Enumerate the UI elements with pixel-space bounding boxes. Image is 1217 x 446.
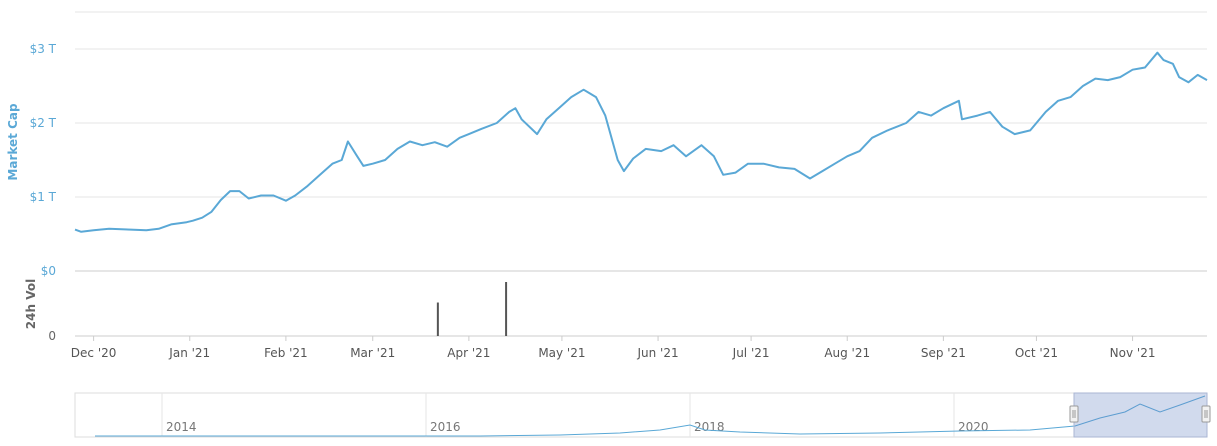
navigator-right-handle[interactable] xyxy=(1201,405,1211,423)
y-tick-label: $2 T xyxy=(30,116,57,130)
y-tick-label: $0 xyxy=(41,264,56,278)
navigator-series-line xyxy=(95,395,1206,437)
market-cap-gridlines xyxy=(75,11,1207,272)
volume-y-tick-label: 0 xyxy=(48,329,56,343)
market-cap-axis-label: Market Cap xyxy=(6,103,20,181)
navigator-year-label: 2014 xyxy=(166,420,197,434)
x-tick-label: Feb '21 xyxy=(264,346,308,360)
volume-bars[interactable] xyxy=(436,282,508,336)
navigator-left-handle[interactable] xyxy=(1069,405,1079,423)
market-cap-series[interactable] xyxy=(74,51,1208,233)
y-tick-label: $1 T xyxy=(30,190,57,204)
x-tick-label: Apr '21 xyxy=(447,346,490,360)
x-tick-label: Dec '20 xyxy=(71,346,117,360)
x-tick-label: Aug '21 xyxy=(824,346,870,360)
x-tick-label: Oct '21 xyxy=(1015,346,1058,360)
x-tick-label: Mar '21 xyxy=(350,346,395,360)
market-cap-y-axis: $0 $1 T $2 T $3 T xyxy=(30,42,57,278)
y-tick-label: $3 T xyxy=(30,42,57,56)
navigator-year-label: 2016 xyxy=(430,420,461,434)
x-tick-label: Nov '21 xyxy=(1110,346,1156,360)
x-tick-label: May '21 xyxy=(538,346,585,360)
navigator-selection xyxy=(1073,392,1208,438)
navigator-year-label: 2020 xyxy=(958,420,989,434)
x-tick-label: Jul '21 xyxy=(732,346,770,360)
range-navigator[interactable]: 2014 2016 2018 2020 xyxy=(74,392,1211,438)
volume-bar xyxy=(436,302,439,336)
navigator-year-label: 2018 xyxy=(694,420,725,434)
volume-bar xyxy=(505,282,508,336)
market-cap-line[interactable] xyxy=(74,51,1208,233)
navigator-frame xyxy=(74,392,1208,438)
x-tick-label: Jun '21 xyxy=(636,346,678,360)
x-axis: Dec '20 Jan '21 Feb '21 Mar '21 Apr '21 May '… xyxy=(71,336,1156,360)
x-tick-label: Sep '21 xyxy=(921,346,966,360)
volume-axis: 0 xyxy=(48,329,1207,343)
volume-axis-label: 24h Vol xyxy=(24,279,38,329)
x-tick-label: Jan '21 xyxy=(168,346,210,360)
